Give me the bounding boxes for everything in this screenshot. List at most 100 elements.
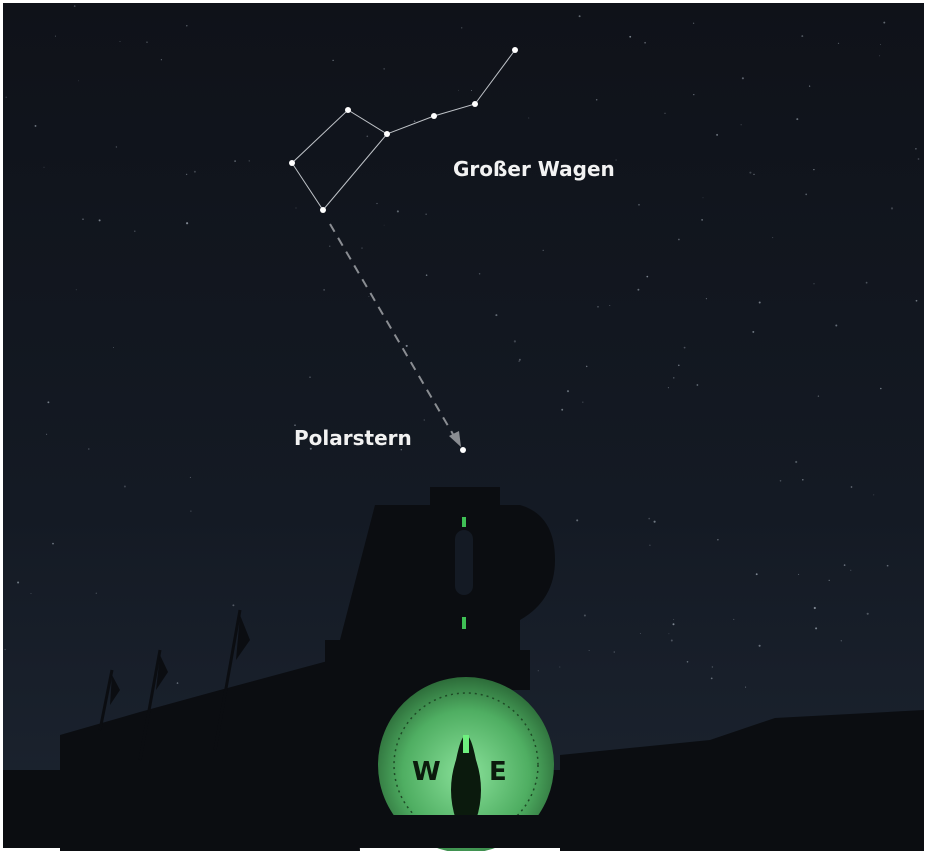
faint-star <box>495 314 497 316</box>
faint-star <box>582 401 583 402</box>
faint-star <box>120 41 121 42</box>
faint-star <box>673 619 674 620</box>
faint-star <box>116 146 117 147</box>
faint-star <box>194 171 196 173</box>
faint-star <box>614 651 616 653</box>
faint-star <box>668 633 669 634</box>
faint-star <box>323 289 325 291</box>
pole-star-label: Polarstern <box>294 426 412 450</box>
faint-star <box>479 273 481 275</box>
faint-star <box>648 518 650 520</box>
east-label: E <box>489 757 507 787</box>
faint-star <box>915 148 917 150</box>
faint-star <box>559 666 560 667</box>
faint-star <box>538 670 539 671</box>
faint-star <box>96 593 97 594</box>
faint-star <box>232 604 234 606</box>
faint-star <box>113 347 114 348</box>
pole-star <box>460 447 466 453</box>
faint-star <box>850 570 851 571</box>
faint-star <box>673 623 675 625</box>
sight-mark <box>462 617 466 629</box>
faint-star <box>693 94 694 95</box>
faint-star <box>589 650 590 651</box>
faint-star <box>756 573 758 575</box>
faint-star <box>579 15 581 17</box>
faint-star <box>802 479 804 481</box>
faint-star <box>867 613 869 615</box>
faint-star <box>309 376 311 378</box>
faint-star <box>706 298 707 299</box>
faint-star <box>186 25 187 26</box>
faint-star <box>772 237 773 238</box>
faint-star <box>329 246 330 247</box>
faint-star <box>640 633 641 634</box>
faint-star <box>733 619 734 620</box>
faint-star <box>916 300 918 302</box>
faint-star <box>78 80 79 81</box>
faint-star <box>332 60 333 61</box>
faint-star <box>597 306 599 308</box>
faint-star <box>716 134 718 136</box>
faint-star <box>31 593 32 594</box>
faint-star <box>684 347 686 349</box>
faint-star <box>518 361 519 362</box>
faint-star <box>759 301 761 303</box>
faint-star <box>146 41 147 42</box>
faint-star <box>471 90 472 91</box>
faint-star <box>249 160 250 161</box>
faint-star <box>5 649 6 650</box>
faint-star <box>649 545 650 546</box>
ground <box>3 815 924 848</box>
faint-star <box>576 519 578 521</box>
faint-star <box>712 666 713 667</box>
faint-star <box>35 125 37 127</box>
faint-star <box>697 384 699 386</box>
faint-star <box>813 283 814 284</box>
faint-star <box>584 614 586 616</box>
faint-star <box>678 239 680 241</box>
faint-star <box>47 401 49 403</box>
faint-star <box>124 485 126 487</box>
faint-star <box>873 494 874 495</box>
needle-glow <box>463 735 469 753</box>
faint-star <box>519 359 521 361</box>
faint-star <box>741 124 742 125</box>
faint-star <box>796 118 798 120</box>
faint-star <box>414 120 416 122</box>
faint-star <box>798 574 799 575</box>
west-label: W <box>412 757 441 787</box>
faint-star <box>161 59 162 60</box>
faint-star <box>99 219 101 221</box>
faint-star <box>644 42 646 44</box>
faint-star <box>629 36 631 38</box>
faint-star <box>879 55 880 56</box>
faint-star <box>17 581 19 583</box>
faint-star <box>880 44 881 45</box>
faint-star <box>844 564 846 566</box>
sight-slot <box>455 530 473 595</box>
faint-star <box>177 682 179 684</box>
faint-star <box>190 477 191 478</box>
faint-star <box>701 219 703 221</box>
faint-star <box>673 377 674 378</box>
faint-star <box>838 43 839 44</box>
faint-star <box>883 22 885 24</box>
faint-star <box>693 23 694 24</box>
faint-star <box>745 687 746 688</box>
faint-star <box>638 204 640 206</box>
faint-star <box>52 543 54 545</box>
faint-star <box>829 580 830 581</box>
faint-star <box>671 640 673 642</box>
faint-star <box>384 225 385 226</box>
faint-star <box>561 409 563 411</box>
faint-star <box>134 230 135 231</box>
faint-star <box>753 174 754 175</box>
faint-star <box>296 208 297 209</box>
faint-star <box>759 645 761 647</box>
faint-star <box>74 5 76 7</box>
faint-star <box>76 289 77 290</box>
faint-star <box>703 197 704 198</box>
faint-star <box>366 135 368 137</box>
faint-star <box>742 77 744 79</box>
